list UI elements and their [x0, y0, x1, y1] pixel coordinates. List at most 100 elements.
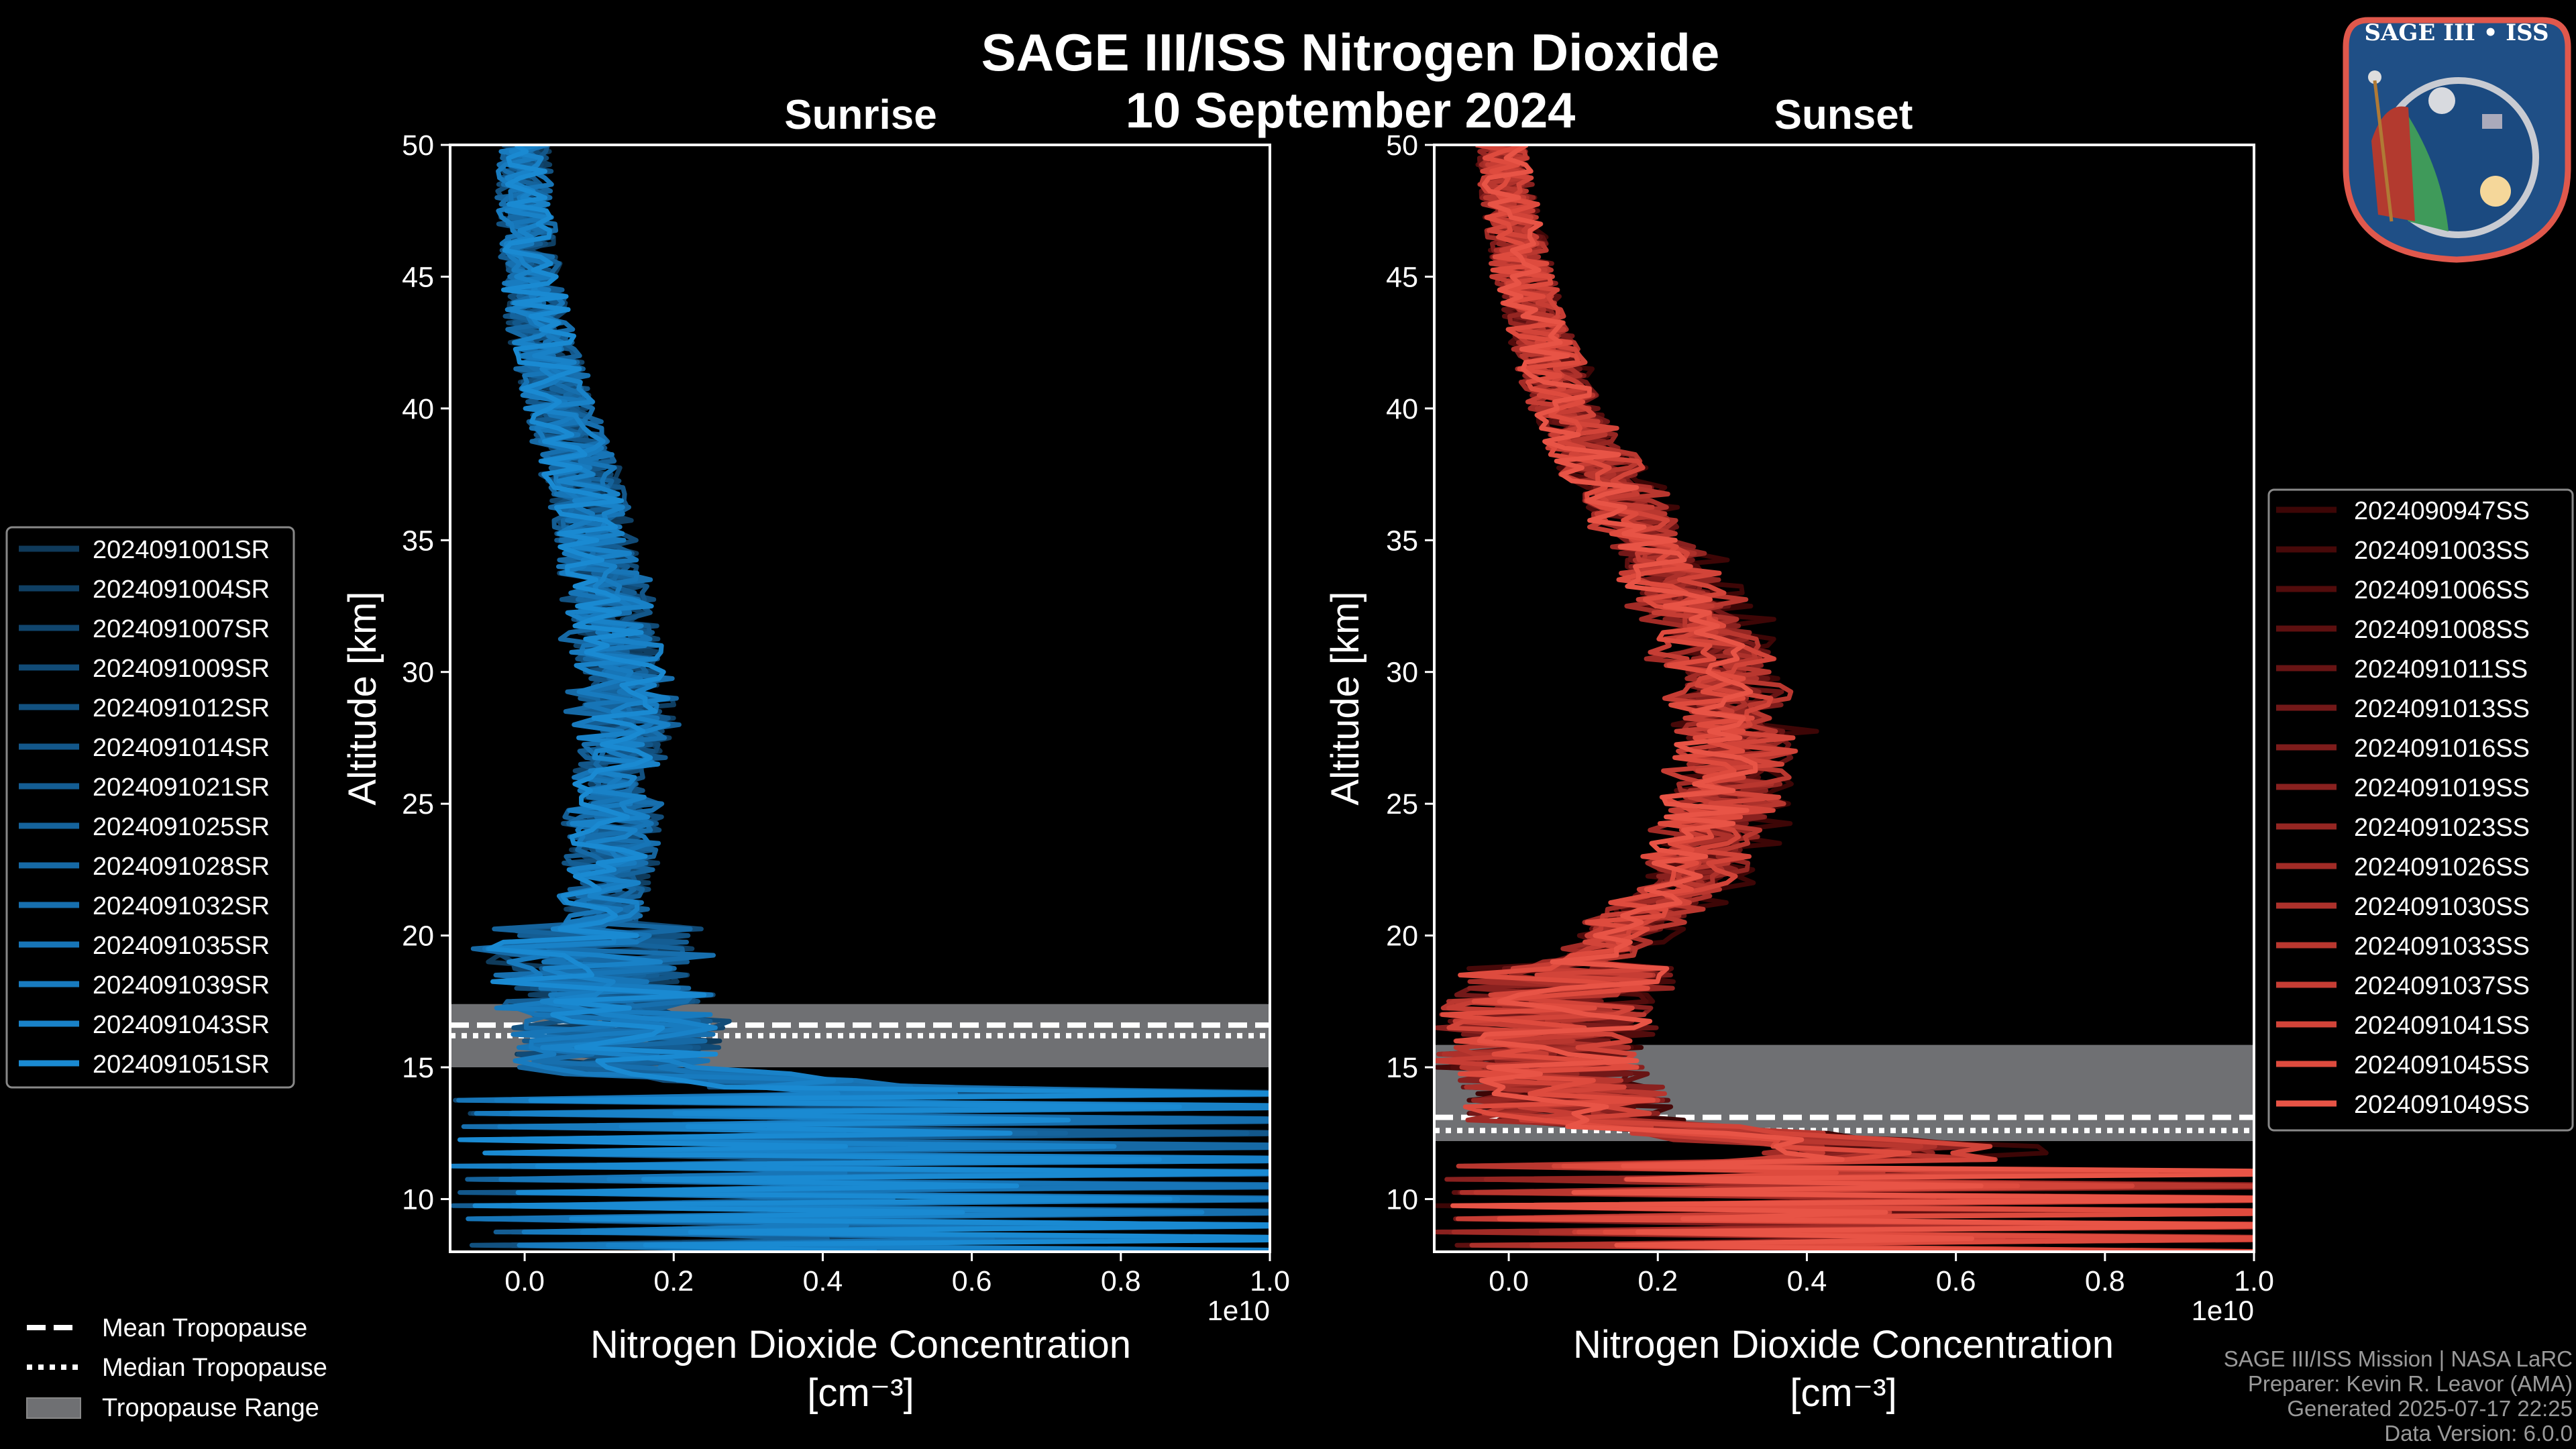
x-tick-label: 0.2	[653, 1265, 694, 1297]
legend-label: 2024091030SS	[2354, 893, 2530, 921]
sunrise-plot-area	[450, 145, 1270, 1252]
sunset-axes-frame	[1433, 144, 2255, 1253]
footer-generated: Generated 2025-07-17 22:25	[2287, 1396, 2573, 1421]
y-tick-label: 25	[402, 788, 434, 820]
legend-label: 2024091032SR	[93, 892, 270, 920]
legend-label: 2024091011SS	[2354, 655, 2528, 684]
sunset-y-label: Altitude [km]	[1324, 591, 1367, 805]
legend-label: 2024091037SS	[2354, 972, 2530, 1000]
y-tick-label: 45	[402, 261, 434, 293]
logo-text: SAGE III • ISS	[2364, 19, 2548, 46]
sunset-title: Sunset	[1774, 92, 1913, 138]
legend-label: 2024091003SS	[2354, 537, 2530, 565]
legend-label: 2024091006SS	[2354, 576, 2530, 604]
legend-label: 2024091025SR	[93, 813, 270, 841]
legend-label: 2024091043SR	[93, 1011, 270, 1039]
legend-item: 2024091016SS	[2276, 735, 2530, 763]
sunset-panel: 0.0 0.2 0.4 0.6 0.8 1.0 10 15 20 25 30 35 40 45 50	[1386, 129, 2274, 1297]
legend-item: 2024091039SR	[19, 971, 270, 1000]
legend-label: 2024091039SR	[93, 971, 270, 1000]
x-tick-label: 0.4	[803, 1265, 843, 1297]
mean-tropopause-label: Mean Tropopause	[102, 1314, 307, 1342]
legend-label: 2024091051SR	[93, 1051, 270, 1079]
y-tick-label: 20	[1386, 920, 1418, 953]
sunrise-y-label: Altitude [km]	[341, 591, 384, 805]
x-tick-label: 1.0	[2234, 1265, 2274, 1297]
y-tick-label: 15	[402, 1052, 434, 1084]
y-tick-label: 40	[402, 393, 434, 425]
legend-item: 2024091030SS	[2276, 893, 2530, 921]
legend-label: 2024091001SR	[93, 536, 270, 564]
sunrise-axes-frame	[449, 144, 1271, 1253]
sunset-x-scale: 1e10	[2192, 1295, 2254, 1326]
sunset-x-units: [cm⁻³]	[1790, 1371, 1896, 1415]
legend-label: 2024091007SR	[93, 615, 270, 643]
y-tick-label: 35	[1386, 525, 1418, 557]
legend-item: 2024091043SR	[19, 1011, 270, 1039]
legend-label: 2024091019SS	[2354, 774, 2530, 802]
sunrise-legend: 2024091001SR 2024091004SR 2024091007SR 2024…	[5, 526, 295, 1089]
legend-item: 2024091037SS	[2276, 972, 2530, 1000]
legend-item: 2024091009SR	[19, 655, 270, 683]
legend-label: 2024091026SS	[2354, 853, 2530, 881]
legend-item: 2024091045SS	[2276, 1051, 2530, 1079]
footer-version: Data Version: 6.0.0	[2384, 1421, 2573, 1446]
sunset-x-label: Nitrogen Dioxide Concentration	[1573, 1323, 2114, 1366]
footer-mission: SAGE III/ISS Mission | NASA LaRC	[2224, 1346, 2573, 1371]
legend-label: 2024091049SS	[2354, 1091, 2530, 1119]
figure-title: SAGE III/ISS Nitrogen Dioxide	[981, 23, 1720, 82]
x-tick-label: 0.6	[952, 1265, 992, 1297]
x-tick-label: 0.2	[1638, 1265, 1678, 1297]
legend-item: 2024091011SS	[2276, 655, 2528, 684]
sunrise-profile-2024091051SR	[457, 145, 1270, 1252]
legend-label: 2024091023SS	[2354, 814, 2530, 842]
tropopause-range-swatch	[26, 1397, 81, 1419]
legend-item: 2024091026SS	[2276, 853, 2530, 881]
legend-label: 2024091028SR	[93, 853, 270, 881]
y-tick-label: 20	[402, 920, 434, 953]
y-tick-label: 10	[402, 1183, 434, 1216]
legend-label: 2024091016SS	[2354, 735, 2530, 763]
y-tick-label: 40	[1386, 393, 1418, 425]
tropopause-legend: Mean Tropopause Median Tropopause Tropop…	[26, 1314, 327, 1422]
y-tick-label: 50	[402, 129, 434, 162]
y-tick-label: 30	[402, 657, 434, 689]
y-tick-label: 50	[1386, 129, 1418, 162]
legend-label: 2024091004SR	[93, 576, 270, 604]
legend-item: 2024091051SR	[19, 1051, 270, 1079]
legend-item: 2024091019SS	[2276, 774, 2530, 802]
legend-item: 2024091028SR	[19, 853, 270, 881]
median-tropopause-label: Median Tropopause	[102, 1354, 327, 1382]
legend-item: 2024091035SR	[19, 932, 270, 960]
footer-credits: SAGE III/ISS Mission | NASA LaRC Prepare…	[2224, 1346, 2573, 1446]
legend-item: 2024091023SS	[2276, 814, 2530, 842]
y-tick-label: 30	[1386, 657, 1418, 689]
sunrise-x-label: Nitrogen Dioxide Concentration	[590, 1323, 1131, 1366]
y-tick-label: 35	[402, 525, 434, 557]
legend-label: 2024091014SR	[93, 734, 270, 762]
legend-item: 2024091008SS	[2276, 616, 2530, 644]
sunrise-profile-2024091028SR	[470, 145, 1270, 1252]
legend-item: 2024091013SS	[2276, 695, 2530, 723]
legend-item: 2024091049SS	[2276, 1091, 2530, 1119]
x-tick-label: 0.8	[2085, 1265, 2125, 1297]
x-tick-label: 0.4	[1787, 1265, 1827, 1297]
tropopause-range-label: Tropopause Range	[102, 1394, 319, 1422]
legend-item: 2024091004SR	[19, 576, 270, 604]
legend-item: 2024091041SS	[2276, 1012, 2530, 1040]
legend-label: 2024091035SR	[93, 932, 270, 960]
legend-label: 2024091008SS	[2354, 616, 2530, 644]
legend-item: 2024091012SR	[19, 694, 270, 722]
legend-item: 2024091014SR	[19, 734, 270, 762]
sunrise-panel: 0.0 0.2 0.4 0.6 0.8 1.0 10 15 20 25 30 35 40 45 50	[402, 129, 1290, 1297]
legend-item: 2024091007SR	[19, 615, 270, 643]
x-tick-label: 0.0	[504, 1265, 545, 1297]
legend-item: 2024091025SR	[19, 813, 270, 841]
x-tick-label: 0.8	[1101, 1265, 1141, 1297]
legend-item: 2024091032SR	[19, 892, 270, 920]
sage-iii-iss-logo: SAGE III • ISS	[2343, 17, 2571, 263]
legend-label: 2024091045SS	[2354, 1051, 2530, 1079]
legend-label: 2024091021SR	[93, 773, 270, 802]
footer-preparer: Preparer: Kevin R. Leavor (AMA)	[2248, 1371, 2573, 1396]
sunset-profile-2024091049SS	[1450, 145, 2254, 1252]
